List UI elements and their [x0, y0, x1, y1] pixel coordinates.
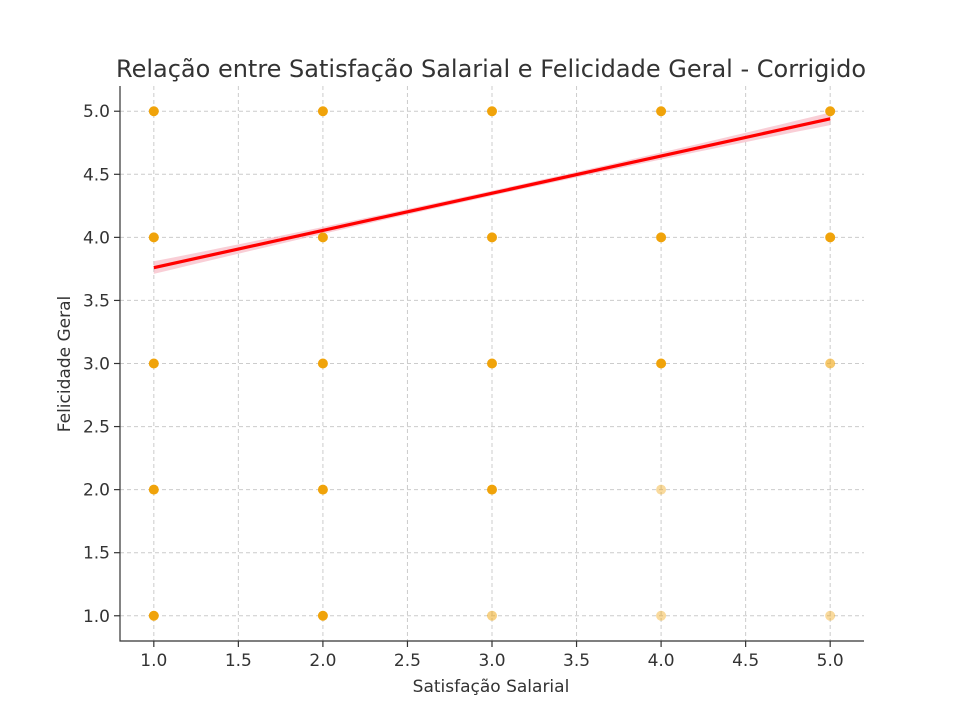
x-tick-label: 1.0 [140, 651, 167, 671]
data-point [317, 358, 328, 369]
data-point [825, 232, 836, 243]
y-tick-label: 4.5 [83, 165, 110, 185]
regression-layer [153, 117, 831, 270]
data-point [656, 610, 667, 621]
x-tick-label: 3.5 [563, 651, 590, 671]
axis-spines [119, 86, 864, 642]
data-point [148, 484, 159, 495]
y-tick-label: 2.5 [83, 418, 110, 438]
data-point [317, 232, 328, 243]
data-point [656, 232, 667, 243]
x-axis-label: Satisfação Salarial [413, 677, 570, 697]
x-tick-label: 4.5 [732, 651, 759, 671]
x-tick-label: 5.0 [817, 651, 844, 671]
data-point [148, 232, 159, 243]
data-point [487, 106, 497, 117]
y-tick-label: 5.0 [83, 102, 110, 122]
data-point [148, 358, 159, 369]
data-point [317, 610, 328, 621]
data-point [487, 358, 497, 369]
data-point [317, 484, 328, 495]
x-tick-label: 2.5 [394, 651, 421, 671]
data-point [317, 106, 328, 117]
y-tick-label: 4.0 [83, 228, 110, 248]
x-tick-label: 3.0 [478, 651, 505, 671]
x-tick-label: 1.5 [225, 651, 252, 671]
y-tick-label: 1.0 [83, 607, 110, 627]
x-tick-label: 2.0 [309, 651, 336, 671]
data-point [825, 106, 836, 117]
y-tick-label: 3.0 [83, 355, 110, 375]
y-tick-label: 1.5 [83, 544, 110, 564]
points-layer [148, 106, 836, 621]
data-point [825, 358, 836, 369]
y-axis-label: Felicidade Geral [55, 296, 75, 432]
ticks-layer: 1.0 1.5 2.0 2.5 3.0 3.5 4.0 4.5 5.0 1.0 1.5 2.0 2.5 3… [83, 102, 844, 671]
data-point [148, 106, 159, 117]
chart-title: Relação entre Satisfação Salarial e Feli… [116, 55, 866, 83]
data-point [656, 106, 667, 117]
y-tick-label: 3.5 [83, 291, 110, 311]
y-tick-label: 2.0 [83, 481, 110, 501]
data-point [487, 610, 497, 621]
axes-layer [119, 86, 864, 642]
x-tick-label: 4.0 [648, 651, 675, 671]
data-point [148, 610, 159, 621]
data-point [656, 484, 667, 495]
data-point [487, 484, 497, 495]
regression-line [153, 117, 831, 270]
data-point [825, 610, 836, 621]
data-point [487, 232, 497, 243]
data-point [656, 358, 667, 369]
